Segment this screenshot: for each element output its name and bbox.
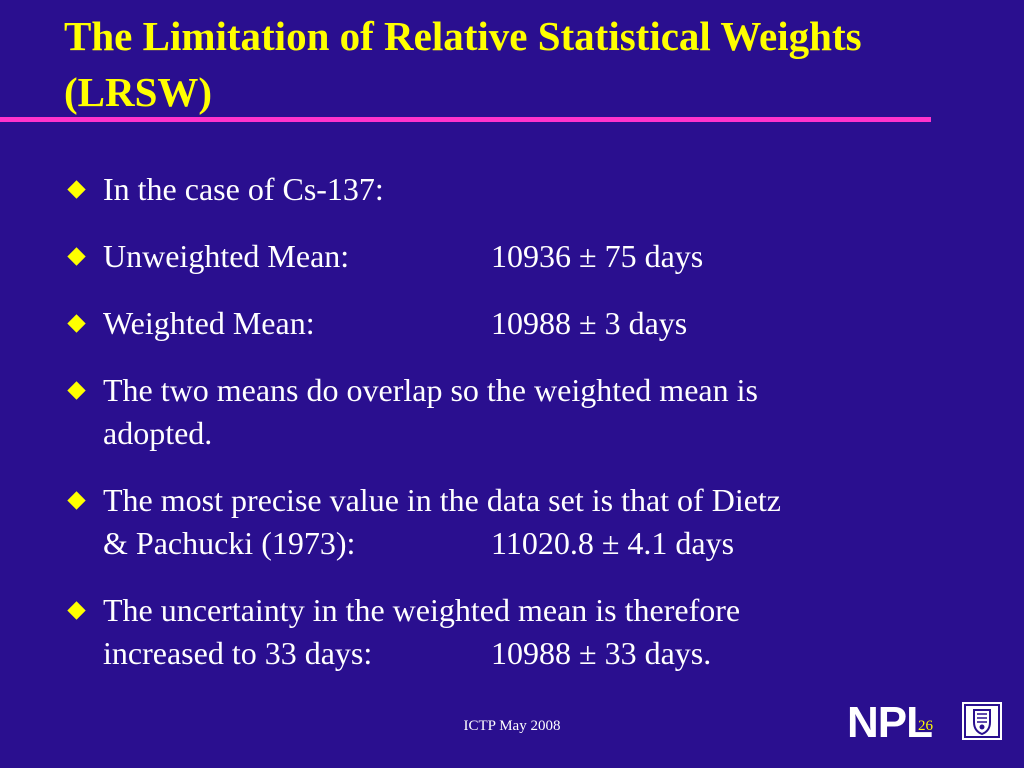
- slide-title-line-1: The Limitation of Relative Statistical W…: [64, 13, 862, 59]
- bullet-item: In the case of Cs-137:: [64, 168, 984, 211]
- bullet-list: In the case of Cs-137: Unweighted Mean: 1…: [64, 168, 984, 699]
- npl-crest-icon: [962, 702, 1002, 740]
- bullet-label: Unweighted Mean:: [103, 238, 350, 274]
- bullet-item: The most precise value in the data set i…: [64, 479, 984, 565]
- diamond-bullet-icon: [67, 601, 86, 620]
- diamond-bullet-icon: [67, 247, 86, 266]
- bullet-label: increased to 33 days:: [103, 635, 373, 671]
- bullet-value: 10988 ± 33 days.: [491, 635, 712, 671]
- bullet-item: The uncertainty in the weighted mean is …: [64, 589, 984, 675]
- diamond-bullet-icon: [67, 180, 86, 199]
- bullet-item: Unweighted Mean: 10936 ± 75 days: [64, 235, 984, 278]
- bullet-text: In the case of Cs-137:: [103, 171, 384, 207]
- bullet-text-line-2: increased to 33 days: 10988 ± 33 days.: [103, 632, 984, 675]
- bullet-text-line-2: adopted.: [103, 415, 213, 451]
- bullet-value: 10936 ± 75 days: [491, 238, 704, 274]
- bullet-text: Weighted Mean: 10988 ± 3 days: [103, 302, 984, 345]
- slide-title-line-2: (LRSW): [64, 69, 213, 115]
- page-number: 26: [918, 718, 933, 734]
- npl-logo-text: NPL: [847, 698, 933, 747]
- slide-footer: ICTP May 2008: [463, 718, 561, 734]
- npl-logo: NPL: [847, 698, 933, 747]
- bullet-value: 10988 ± 3 days: [491, 305, 688, 341]
- bullet-text-line-1: The two means do overlap so the weighted…: [103, 372, 758, 408]
- diamond-bullet-icon: [67, 381, 86, 400]
- bullet-text: Unweighted Mean: 10936 ± 75 days: [103, 235, 984, 278]
- bullet-item: Weighted Mean: 10988 ± 3 days: [64, 302, 984, 345]
- crest-graphic: [964, 704, 1000, 738]
- bullet-label: & Pachucki (1973):: [103, 525, 356, 561]
- slide-title: The Limitation of Relative Statistical W…: [64, 8, 964, 120]
- bullet-text-line-1: The uncertainty in the weighted mean is …: [103, 592, 741, 628]
- bullet-item: The two means do overlap so the weighted…: [64, 369, 984, 455]
- bullet-value: 11020.8 ± 4.1 days: [491, 525, 735, 561]
- bullet-text-line-2: & Pachucki (1973): 11020.8 ± 4.1 days: [103, 522, 984, 565]
- diamond-bullet-icon: [67, 314, 86, 333]
- bullet-label: Weighted Mean:: [103, 305, 315, 341]
- bullet-text-line-1: The most precise value in the data set i…: [103, 482, 781, 518]
- title-divider: [0, 117, 931, 122]
- diamond-bullet-icon: [67, 491, 86, 510]
